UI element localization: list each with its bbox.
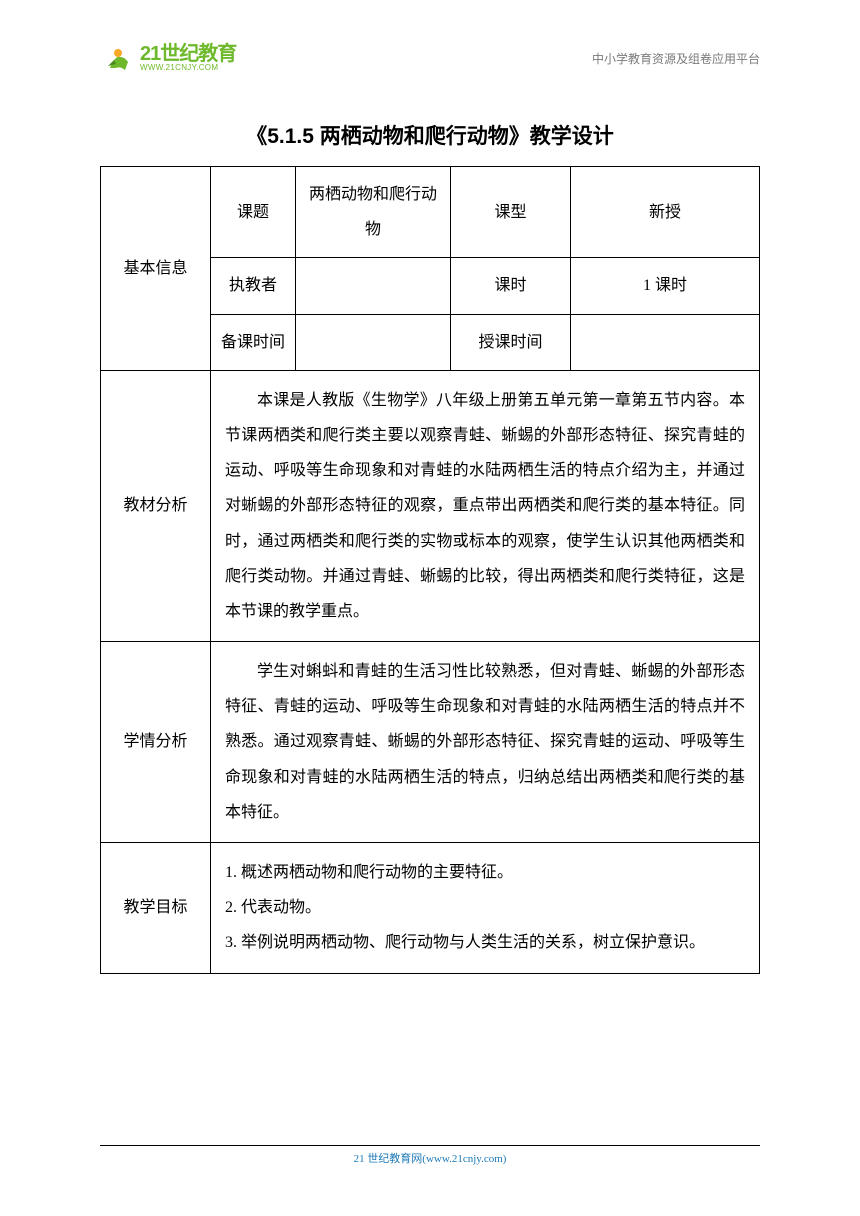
teacher-label: 执教者 xyxy=(211,258,296,314)
objectives-row: 教学目标 1. 概述两栖动物和爬行动物的主要特征。 2. 代表动物。 3. 举例… xyxy=(101,843,760,974)
page-footer: 21 世纪教育网(www.21cnjy.com) xyxy=(0,1145,860,1166)
teacher-value xyxy=(296,258,451,314)
footer-divider xyxy=(100,1145,760,1146)
objective-item-1: 1. 概述两栖动物和爬行动物的主要特征。 xyxy=(225,855,745,890)
textbook-analysis-row: 教材分析 本课是人教版《生物学》八年级上册第五单元第一章第五节内容。本节课两栖类… xyxy=(101,370,760,641)
logo-title: 21世纪教育 xyxy=(140,44,236,64)
lesson-plan-table: 基本信息 课题 两栖动物和爬行动物 课型 新授 执教者 课时 1 课时 备课时间… xyxy=(100,166,760,974)
page-header: 21世纪教育 WWW.21CNJY.COM 中小学教育资源及组卷应用平台 xyxy=(0,40,860,76)
period-value: 1 课时 xyxy=(571,258,760,314)
teach-time-label: 授课时间 xyxy=(451,314,571,370)
teach-time-value xyxy=(571,314,760,370)
logo-icon xyxy=(100,40,136,76)
objectives-content: 1. 概述两栖动物和爬行动物的主要特征。 2. 代表动物。 3. 举例说明两栖动… xyxy=(211,843,760,974)
logo-subtitle: WWW.21CNJY.COM xyxy=(140,64,236,72)
header-right-text: 中小学教育资源及组卷应用平台 xyxy=(592,50,760,67)
topic-label: 课题 xyxy=(211,167,296,258)
period-label: 课时 xyxy=(451,258,571,314)
logo-area: 21世纪教育 WWW.21CNJY.COM xyxy=(100,40,236,76)
objectives-label: 教学目标 xyxy=(101,843,211,974)
class-type-label: 课型 xyxy=(451,167,571,258)
basic-info-label: 基本信息 xyxy=(101,167,211,371)
document-title: 《5.1.5 两栖动物和爬行动物》教学设计 xyxy=(100,120,760,150)
logo-text: 21世纪教育 WWW.21CNJY.COM xyxy=(140,44,236,72)
student-analysis-content: 学生对蝌蚪和青蛙的生活习性比较熟悉，但对青蛙、蜥蜴的外部形态特征、青蛙的运动、呼… xyxy=(211,642,760,843)
student-analysis-row: 学情分析 学生对蝌蚪和青蛙的生活习性比较熟悉，但对青蛙、蜥蜴的外部形态特征、青蛙… xyxy=(101,642,760,843)
textbook-analysis-label: 教材分析 xyxy=(101,370,211,641)
info-row-1: 基本信息 课题 两栖动物和爬行动物 课型 新授 xyxy=(101,167,760,258)
topic-value: 两栖动物和爬行动物 xyxy=(296,167,451,258)
prep-time-label: 备课时间 xyxy=(211,314,296,370)
student-analysis-label: 学情分析 xyxy=(101,642,211,843)
main-content: 《5.1.5 两栖动物和爬行动物》教学设计 基本信息 课题 两栖动物和爬行动物 … xyxy=(100,120,760,974)
textbook-analysis-content: 本课是人教版《生物学》八年级上册第五单元第一章第五节内容。本节课两栖类和爬行类主… xyxy=(211,370,760,641)
class-type-value: 新授 xyxy=(571,167,760,258)
objective-item-2: 2. 代表动物。 xyxy=(225,890,745,925)
objective-item-3: 3. 举例说明两栖动物、爬行动物与人类生活的关系，树立保护意识。 xyxy=(225,925,745,960)
prep-time-value xyxy=(296,314,451,370)
footer-text: 21 世纪教育网(www.21cnjy.com) xyxy=(0,1150,860,1166)
